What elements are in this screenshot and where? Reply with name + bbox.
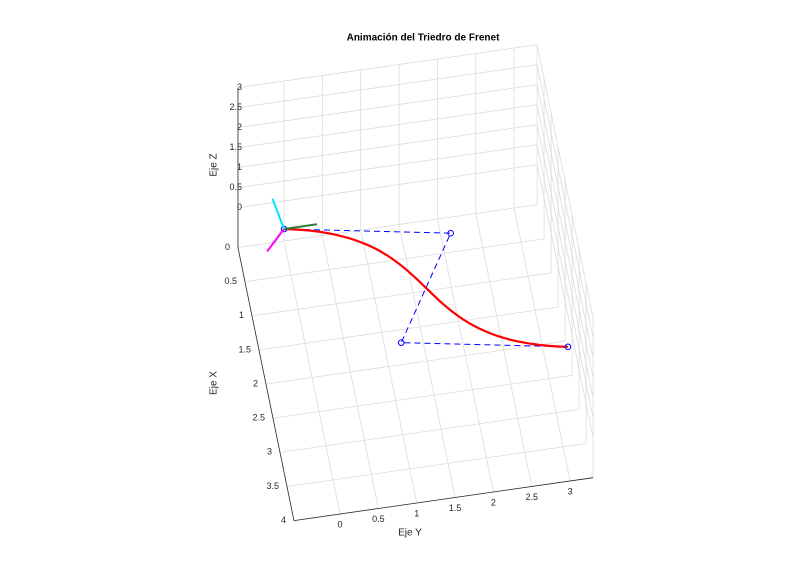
grid-line [237,144,538,188]
x-tick-label: 3.5 [266,481,279,491]
z-tick-label: 3 [237,82,242,92]
control-point [564,343,572,351]
grid-line [279,409,580,453]
control-point [397,339,405,346]
grid-line [536,64,594,338]
y-tick-label: 0.5 [372,514,385,524]
axis-line [237,247,295,521]
bezier-curve [283,227,568,348]
x-tick-label: 2 [253,378,258,388]
x-tick-label: 0.5 [224,276,237,286]
grid-line [258,306,559,351]
z-axis-label: Eje Z [209,153,220,176]
grid-line [237,124,538,168]
x-tick-label: 4 [281,515,286,525]
x-tick-label: 1 [239,310,244,320]
grid-line [536,44,594,318]
grid-line [475,213,533,487]
binormal-vector [271,198,285,230]
y-tick-label: 2 [491,497,496,507]
grid-line [283,240,341,515]
grid-line [237,204,538,248]
grid-line [536,164,594,438]
grid-line [237,44,538,88]
grid-line [265,340,566,385]
grid-line [536,104,594,378]
z-tick-label: 0.5 [229,182,242,192]
grid-line [536,84,594,358]
grid-line [398,224,456,498]
y-tick-label: 2.5 [525,492,538,502]
grid-line [536,124,594,398]
grid-line [237,104,538,148]
chart-title: Animación del Triedro de Frenet [347,33,500,44]
y-tick-label: 1 [414,508,419,518]
grid-line [272,374,573,419]
axis-line [293,477,594,521]
y-tick-label: 3 [568,486,573,496]
z-tick-label: 2 [237,122,242,132]
x-tick-label: 1.5 [238,344,251,354]
z-tick-label: 1 [237,162,242,172]
x-tick-label: 3 [267,447,272,457]
grid-line [237,64,538,108]
grid-line [286,443,587,487]
control-polygon [283,228,568,348]
grid-line [321,235,379,509]
z-tick-label: 1.5 [229,142,242,152]
z-tick-label: 2.5 [229,102,242,112]
grid-line [237,84,538,128]
control-point [447,229,454,237]
y-axis-label: Eje Y [398,528,422,539]
y-tick-label: 0 [337,519,342,529]
y-tick-label: 1.5 [449,503,462,513]
tangent-vector [283,223,318,230]
grid-line [237,164,538,208]
x-tick-label: 0 [225,242,230,252]
grid-line [360,229,418,504]
grid-line [536,144,594,418]
z-tick-label: 0 [237,202,242,212]
grid-line [251,272,552,317]
x-axis-label: Eje X [209,371,220,395]
normal-vector [266,228,285,253]
x-tick-label: 2.5 [252,413,265,423]
grid-line [437,218,494,493]
